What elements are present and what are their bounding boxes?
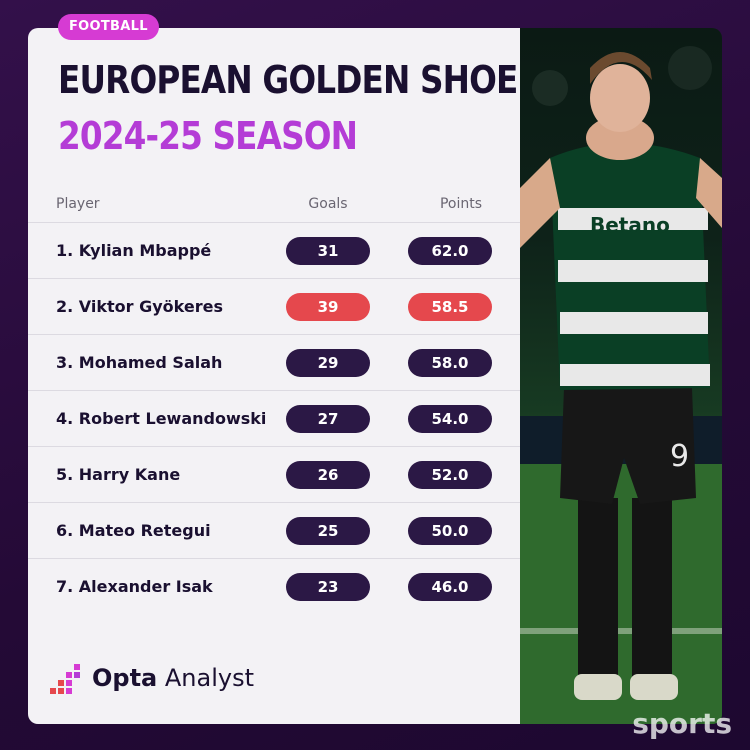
goals-pill: 23 (286, 573, 370, 601)
goals-pill: 27 (286, 405, 370, 433)
opta-analyst-logo: Opta Analyst (50, 658, 270, 698)
points-pill: 50.0 (408, 517, 492, 545)
points-pill: 54.0 (408, 405, 492, 433)
leaderboard-table: 1. Kylian Mbappé 31 62.0 2. Viktor Gyöke… (28, 222, 522, 614)
player-name: 3. Mohamed Salah (56, 353, 223, 372)
column-header-player: Player (56, 196, 100, 212)
season-subtitle: 2024-25 SEASON (58, 114, 358, 158)
goals-pill: 29 (286, 349, 370, 377)
player-name: 4. Robert Lewandowski (56, 409, 267, 428)
player-name: 1. Kylian Mbappé (56, 241, 212, 260)
jersey-number: 9 (670, 439, 689, 474)
goals-pill: 31 (286, 237, 370, 265)
page-title: EUROPEAN GOLDEN SHOE (58, 58, 518, 102)
table-row: 3. Mohamed Salah 29 58.0 (28, 334, 522, 390)
player-name: 6. Mateo Retegui (56, 521, 211, 540)
logo-text: Opta Analyst (92, 664, 254, 692)
table-row: 4. Robert Lewandowski 27 54.0 (28, 390, 522, 446)
table-row: 2. Viktor Gyökeres 39 58.5 (28, 278, 522, 334)
points-pill: 62.0 (408, 237, 492, 265)
player-illustration: Betano 9 (520, 46, 722, 724)
player-photo: Betano 9 (520, 28, 722, 724)
category-badge: FOOTBALL (58, 14, 159, 40)
leaderboard-card: EUROPEAN GOLDEN SHOE 2024-25 SEASON Play… (28, 28, 522, 724)
points-pill: 58.5 (408, 293, 492, 321)
points-pill: 58.0 (408, 349, 492, 377)
watermark: sports (632, 707, 732, 740)
table-row: 6. Mateo Retegui 25 50.0 (28, 502, 522, 558)
points-pill: 52.0 (408, 461, 492, 489)
table-row: 1. Kylian Mbappé 31 62.0 (28, 222, 522, 278)
table-row: 7. Alexander Isak 23 46.0 (28, 558, 522, 614)
opta-logo-icon (50, 664, 80, 694)
table-row: 5. Harry Kane 26 52.0 (28, 446, 522, 502)
column-header-goals: Goals (308, 196, 348, 212)
points-pill: 46.0 (408, 573, 492, 601)
jersey-sponsor: Betano (590, 213, 670, 237)
player-name: 7. Alexander Isak (56, 577, 213, 596)
goals-pill: 26 (286, 461, 370, 489)
goals-pill: 39 (286, 293, 370, 321)
player-name: 5. Harry Kane (56, 465, 181, 484)
column-header-points: Points (439, 196, 483, 212)
goals-pill: 25 (286, 517, 370, 545)
player-name: 2. Viktor Gyökeres (56, 297, 223, 316)
